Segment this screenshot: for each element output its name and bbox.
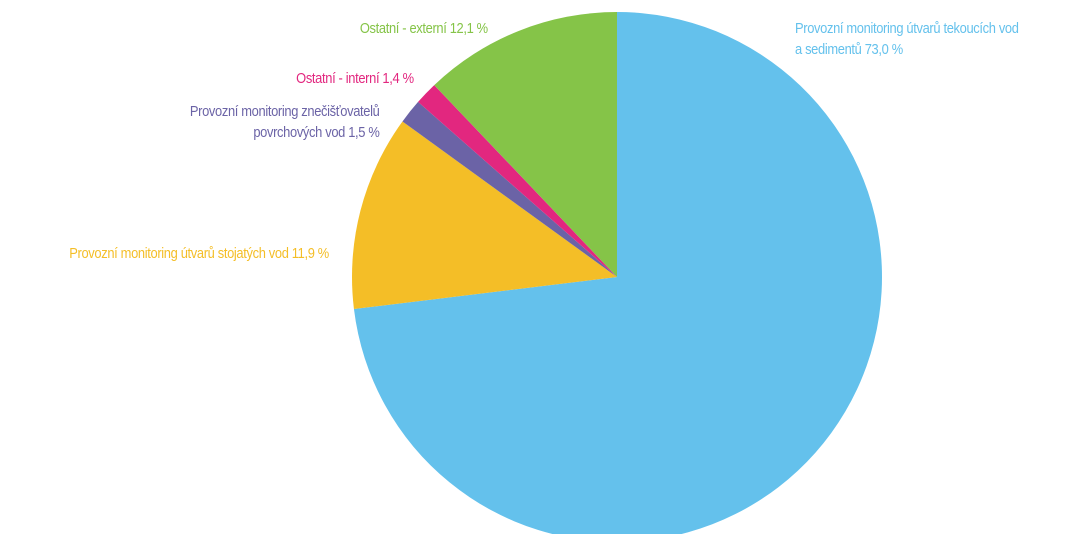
- slice-label-line: Provozní monitoring útvarů stojatých vod…: [69, 245, 329, 262]
- slice-label-line: a sedimentů 73,0 %: [795, 41, 903, 58]
- pie-slice-tekouci-vody: [353, 12, 882, 534]
- slice-label-line: povrchových vod 1,5 %: [252, 124, 379, 141]
- pie-slice-ostatni-externi: [434, 12, 617, 277]
- slice-label-ostatni-externi: Ostatní - externí 12,1 %: [360, 18, 488, 39]
- slice-label-line: Ostatní - externí 12,1 %: [360, 20, 488, 37]
- slice-label-ostatni-interni: Ostatní - interní 1,4 %: [296, 68, 414, 89]
- slice-label-line: Provozní monitoring útvarů tekoucích vod: [795, 20, 1019, 37]
- pie-slice-stojate-vody: [351, 121, 617, 310]
- slice-label-znecistovatele: Provozní monitoring znečišťovatelů povrch…: [189, 101, 379, 143]
- pie-slice-ostatni-interni: [418, 85, 617, 277]
- pie-slice-znecistovatele: [402, 101, 617, 277]
- slice-label-line: Ostatní - interní 1,4 %: [296, 70, 414, 87]
- slice-label-line: Provozní monitoring znečišťovatelů: [189, 103, 379, 120]
- slice-label-tekouci-vody: Provozní monitoring útvarů tekoucích vod…: [795, 18, 1019, 60]
- slice-label-stojate-vody: Provozní monitoring útvarů stojatých vod…: [69, 243, 329, 264]
